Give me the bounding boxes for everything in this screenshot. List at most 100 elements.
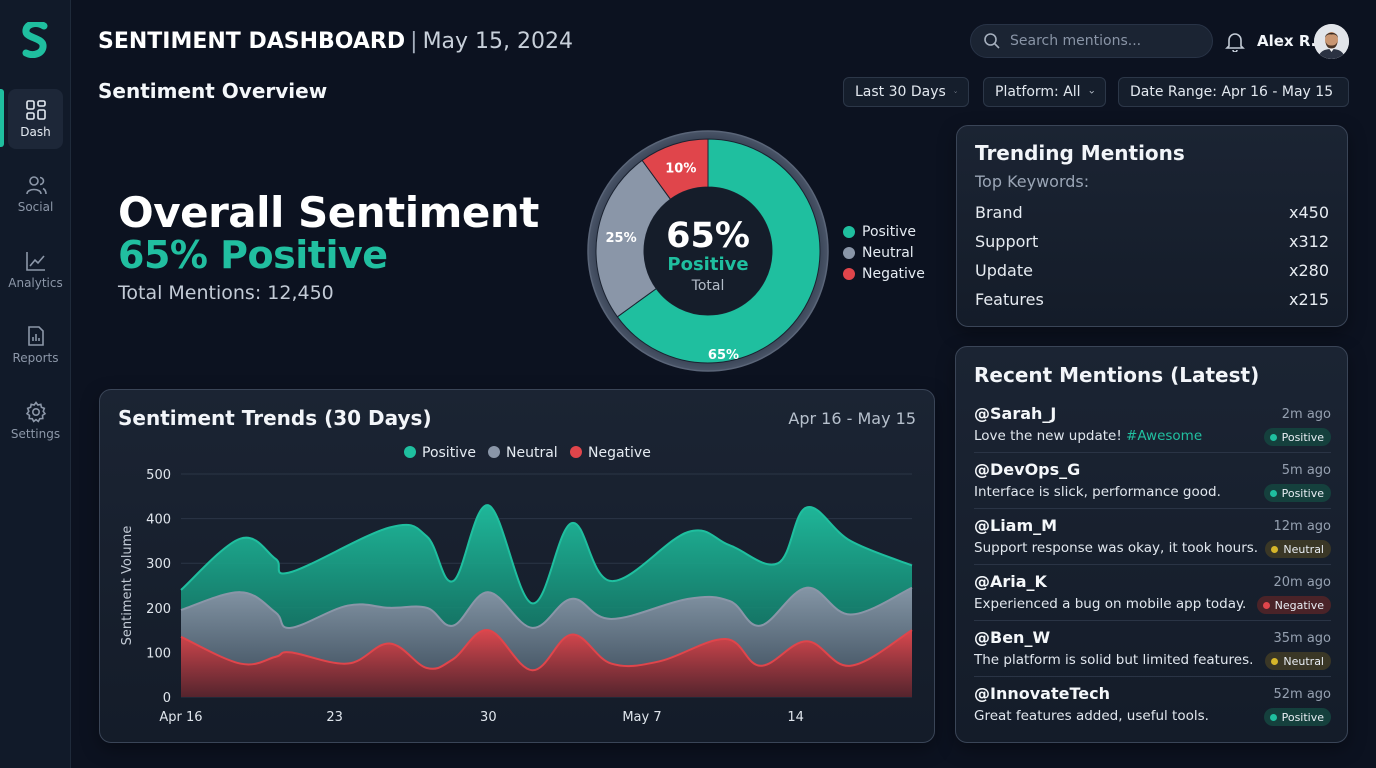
mention-handle[interactable]: @Ben_W xyxy=(974,628,1051,647)
badge-label: Neutral xyxy=(1283,654,1324,668)
x-tick-label: 14 xyxy=(787,710,804,725)
keyword-count: x312 xyxy=(1288,232,1329,251)
title-separator: | xyxy=(410,29,418,54)
keyword-count: x280 xyxy=(1288,261,1329,280)
recent-mentions-card: Recent Mentions (Latest) @Sarah_J 2m ago… xyxy=(955,346,1348,743)
legend-label-positive: Positive xyxy=(422,445,476,461)
mention-handle[interactable]: @Aria_K xyxy=(974,572,1047,591)
mention-handle[interactable]: @Sarah_J xyxy=(974,404,1057,423)
donut-label-neutral: 25% xyxy=(606,231,637,246)
search-box[interactable] xyxy=(970,24,1213,58)
y-axis-label: Sentiment Volume xyxy=(120,526,135,646)
filter-platform[interactable]: Platform: All xyxy=(983,77,1106,107)
search-icon xyxy=(984,33,1000,49)
mention-time: 5m ago xyxy=(1281,463,1331,478)
mention-time: 20m ago xyxy=(1273,575,1331,590)
search-input[interactable] xyxy=(1010,33,1200,49)
mention-item[interactable]: @InnovateTech 52m ago Great features add… xyxy=(974,684,1331,740)
keyword-count: x450 xyxy=(1288,203,1329,222)
keyword-count: x215 xyxy=(1288,290,1329,309)
filter-date-range[interactable]: Date Range: Apr 16 - May 15 xyxy=(1118,77,1349,107)
card-title: Trending Mentions xyxy=(975,141,1185,165)
legend-item-positive: Positive xyxy=(843,221,925,242)
legend-swatch-neutral xyxy=(488,446,500,458)
sidebar-item-reports[interactable]: Reports xyxy=(8,315,63,375)
chart-title: Sentiment Trends (30 Days) xyxy=(118,406,432,430)
y-tick-label: 200 xyxy=(146,602,171,617)
status-dot xyxy=(1271,657,1279,665)
status-dot xyxy=(1269,489,1277,497)
mention-time: 2m ago xyxy=(1281,407,1331,422)
status-badge: Positive xyxy=(1263,428,1331,446)
legend-item-negative: Negative xyxy=(843,263,925,284)
filter-time-period[interactable]: Last 30 Days xyxy=(843,77,969,107)
app-logo[interactable] xyxy=(22,22,48,58)
legend-swatch xyxy=(843,225,855,238)
keyword-row[interactable]: Update x280 xyxy=(975,261,1329,280)
mention-handle[interactable]: @InnovateTech xyxy=(974,684,1110,703)
status-badge: Positive xyxy=(1263,708,1331,726)
sidebar-item-analytics[interactable]: Analytics xyxy=(8,240,63,300)
total-mentions: Total Mentions: 12,450 xyxy=(118,282,334,304)
status-badge: Negative xyxy=(1256,596,1331,614)
chevron-down-icon xyxy=(1089,90,1094,94)
y-tick-label: 0 xyxy=(163,691,171,706)
keyword-row[interactable]: Support x312 xyxy=(975,232,1329,251)
keyword: Features xyxy=(975,290,1044,309)
x-tick-label: May 7 xyxy=(622,710,661,725)
mention-body: Experienced a bug on mobile app today. xyxy=(974,596,1247,612)
status-dot xyxy=(1269,713,1277,721)
status-dot xyxy=(1269,433,1277,441)
mention-body: Support response was okay, it took hours… xyxy=(974,540,1259,556)
sidebar-item-label: Reports xyxy=(12,351,59,365)
mention-text: Experienced a bug on mobile app today. xyxy=(974,596,1246,612)
notification-bell-icon[interactable] xyxy=(1224,30,1246,52)
badge-label: Positive xyxy=(1281,486,1324,500)
avatar[interactable] xyxy=(1314,24,1349,59)
sidebar: Dash Social Analytics Reports Settings xyxy=(0,0,71,768)
trending-mentions-card: Trending Mentions Top Keywords: Brand x45… xyxy=(956,125,1348,327)
x-tick-label: Apr 16 xyxy=(159,710,202,725)
legend-swatch xyxy=(843,246,855,259)
mention-item[interactable]: @DevOps_G 5m ago Interface is slick, per… xyxy=(974,460,1331,516)
mention-item[interactable]: @Liam_M 12m ago Support response was oka… xyxy=(974,516,1331,572)
mention-body: Love the new update! xyxy=(974,428,1127,444)
sidebar-item-dash[interactable]: Dash xyxy=(8,89,63,149)
sidebar-item-label: Dash xyxy=(20,125,51,139)
filter-label: Last 30 Days xyxy=(855,84,946,100)
keyword-row[interactable]: Features x215 xyxy=(975,290,1329,309)
status-badge: Neutral xyxy=(1265,652,1331,670)
keyword: Support xyxy=(975,232,1039,251)
dashboard-icon xyxy=(25,100,46,120)
mention-handle[interactable]: @Liam_M xyxy=(974,516,1058,535)
legend-item-neutral: Neutral xyxy=(843,242,925,263)
y-tick-label: 300 xyxy=(146,557,171,572)
mention-text: Love the new update! #Awesome xyxy=(974,428,1202,444)
status-dot xyxy=(1271,545,1279,553)
sidebar-item-label: Analytics xyxy=(8,276,63,290)
status-dot xyxy=(1262,601,1270,609)
sentiment-trends-chart: 0 100 200 300 400 500 Apr 16 23 30 May 7 14 Sentime… xyxy=(120,445,913,725)
filter-label: Platform: All xyxy=(995,84,1081,100)
donut-center-label: Positive xyxy=(667,254,748,275)
donut-label-positive: 65% xyxy=(708,348,739,363)
mention-handle[interactable]: @DevOps_G xyxy=(974,460,1081,479)
sidebar-item-social[interactable]: Social xyxy=(8,164,63,224)
sidebar-item-settings[interactable]: Settings xyxy=(8,391,63,451)
mention-text: The platform is solid but limited featur… xyxy=(974,652,1253,668)
user-name[interactable]: Alex R. xyxy=(1257,32,1317,50)
keyword-row[interactable]: Brand x450 xyxy=(975,203,1329,222)
filter-label: Date Range: Apr 16 - May 15 xyxy=(1130,84,1334,100)
sentiment-donut-chart: 65% Positive Total 65% 25% 10% xyxy=(587,130,829,372)
mention-hashtag[interactable]: #Awesome xyxy=(1126,428,1203,444)
mention-item[interactable]: @Ben_W 35m ago The platform is solid but… xyxy=(974,628,1331,684)
y-tick-label: 500 xyxy=(146,468,171,483)
y-tick-label: 400 xyxy=(146,513,171,528)
series-line-negative xyxy=(180,629,913,672)
donut-center-value: 65% xyxy=(666,216,750,256)
divider xyxy=(974,452,1331,453)
legend-label: Positive xyxy=(862,223,916,240)
mention-item[interactable]: @Aria_K 20m ago Experienced a bug on mob… xyxy=(974,572,1331,628)
mention-item[interactable]: @Sarah_J 2m ago Love the new update! #Aw… xyxy=(974,404,1331,460)
page-title: SENTIMENT DASHBOARD | May 15, 2024 xyxy=(98,29,573,54)
